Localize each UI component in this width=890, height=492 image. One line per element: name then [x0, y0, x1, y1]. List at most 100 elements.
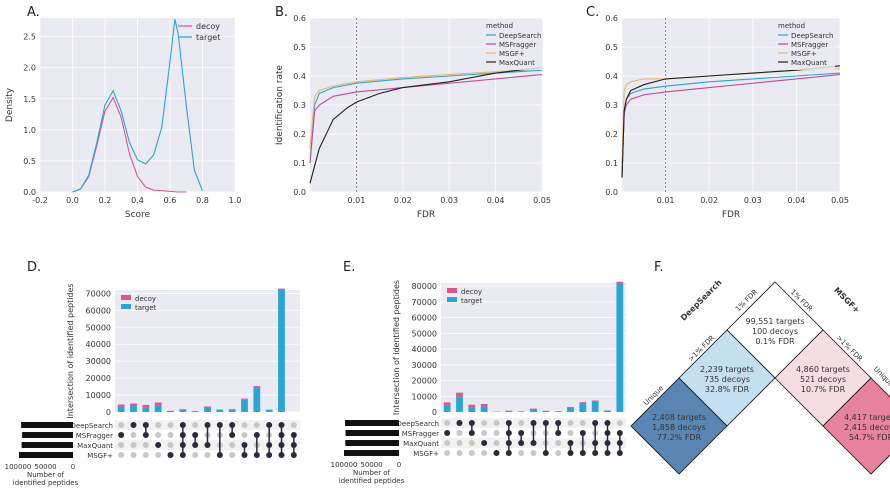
legend-label: MaxQuant [499, 59, 535, 67]
y-axis-label: Identification rate [275, 64, 285, 145]
series-line-maxquant [621, 65, 841, 178]
legend-swatch [447, 288, 457, 293]
bar-target [253, 386, 261, 412]
bar-target [278, 290, 285, 412]
x-tick-label: 0.01 [657, 196, 675, 205]
y-tick-label: 70000 [412, 298, 437, 307]
x-tick-label: 0.6 [164, 196, 177, 205]
matrix-dot [290, 422, 297, 428]
matrix-dot [142, 442, 149, 448]
cell-text: 4,860 targets [796, 365, 850, 374]
y-tick-label: 0.3 [293, 101, 306, 110]
y-axis-label: Intersection of identified peptides [392, 280, 401, 415]
panel-label-e: E. [343, 260, 356, 275]
matrix-dot [229, 452, 236, 458]
bar-target [542, 411, 550, 412]
matrix-dot [567, 430, 574, 436]
y-tick-label: 40000 [86, 340, 111, 349]
set-axis-tick: 100000 [331, 461, 358, 469]
matrix-dot [155, 422, 162, 428]
legend-label: decoy [461, 288, 482, 296]
y-tick-label: 0.1 [605, 159, 618, 168]
method-label-left: DeepSearch [679, 278, 724, 323]
x-tick-label: 0.01 [347, 196, 365, 205]
set-size-bar [21, 442, 73, 448]
y-tick-label: 1.0 [23, 126, 36, 135]
x-tick-label: -0.2 [32, 196, 48, 205]
matrix-dot [444, 450, 451, 456]
set-label: MSGF+ [413, 450, 439, 458]
matrix-dot [456, 430, 463, 436]
matrix-dot [567, 420, 574, 426]
bar-target [616, 283, 624, 412]
bar-target [443, 405, 451, 412]
legend-label: decoy [135, 295, 156, 303]
cell-text: 77.2% FDR [657, 433, 702, 442]
legend-label: target [196, 33, 220, 42]
set-label: DeepSearch [71, 422, 114, 430]
matrix-dot [167, 432, 174, 438]
set-axis-label: Number of [27, 471, 65, 479]
legend-swatch [447, 297, 457, 302]
bar-target [228, 409, 236, 412]
matrix-dot [167, 422, 174, 428]
matrix-dot-active [481, 440, 488, 446]
bar-target [456, 396, 463, 412]
panel-a-plot: 0.00.51.01.52.02.5-0.2 0.0 0.2 0.4 0.6 0.8 1.0… [5, 18, 241, 220]
panel-label-b: B. [275, 5, 289, 20]
y-axis-label: Intersection of identified peptides [66, 283, 75, 418]
y-tick-label: 0.5 [605, 43, 618, 52]
matrix-dot [204, 452, 211, 458]
set-axis-tick: 0 [397, 461, 401, 469]
cell-text: 10.7% FDR [801, 385, 846, 394]
bar-target [579, 402, 587, 412]
set-axis-tick: 50000 [360, 461, 382, 469]
x-axis-label: Score [125, 210, 151, 220]
matrix-dot [555, 440, 562, 446]
x-tick-label: 0.04 [487, 196, 505, 205]
set-label: DeepSearch [397, 420, 440, 428]
cell-text: 2,239 targets [700, 365, 754, 374]
cell-text: 735 decoys [704, 375, 750, 384]
x-tick-label: 0.04 [787, 196, 805, 205]
bar-decoy [154, 402, 162, 406]
bar-target [505, 410, 513, 412]
matrix-dot [616, 420, 623, 426]
bar-decoy [591, 400, 599, 402]
bar-decoy [142, 404, 150, 408]
legend-label: MSGF+ [499, 50, 525, 58]
matrix-dot [118, 452, 125, 458]
bar-target [216, 409, 224, 412]
bar-target [142, 407, 150, 412]
y-tick-label: 30000 [412, 361, 437, 370]
bar-target [204, 406, 211, 412]
y-tick-label: 80000 [412, 282, 437, 291]
y-tick-label: 10000 [86, 391, 111, 400]
y-tick-label: 20000 [412, 377, 437, 386]
x-axis-label: FDR [722, 210, 740, 220]
matrix-dot [481, 450, 488, 456]
matrix-dot [518, 450, 525, 456]
y-tick-label: 0.4 [293, 72, 306, 81]
matrix-dot-active [130, 422, 137, 428]
matrix-dot [167, 442, 174, 448]
x-tick-label: 0.03 [440, 196, 458, 205]
bar-target [117, 406, 125, 412]
x-tick-label: 1.0 [229, 196, 242, 205]
matrix-dot [555, 450, 562, 456]
x-tick-label: 0.0 [66, 196, 79, 205]
x-tick-label: 0.05 [831, 196, 849, 205]
bar-decoy [241, 398, 248, 400]
bar-decoy [468, 404, 476, 408]
series-line-msfragger [309, 74, 543, 164]
series-line-msfragger [621, 74, 841, 178]
matrix-dot [118, 442, 125, 448]
series-line-deepsearch [309, 69, 543, 164]
bar-target [265, 409, 273, 412]
x-tick-label: 0.02 [700, 196, 718, 205]
panel-label-a: A. [27, 5, 40, 20]
matrix-dot [444, 440, 451, 446]
bar-target [480, 406, 488, 412]
legend-label: MSGF+ [791, 50, 817, 58]
cell-text: 521 decoys [800, 375, 846, 384]
